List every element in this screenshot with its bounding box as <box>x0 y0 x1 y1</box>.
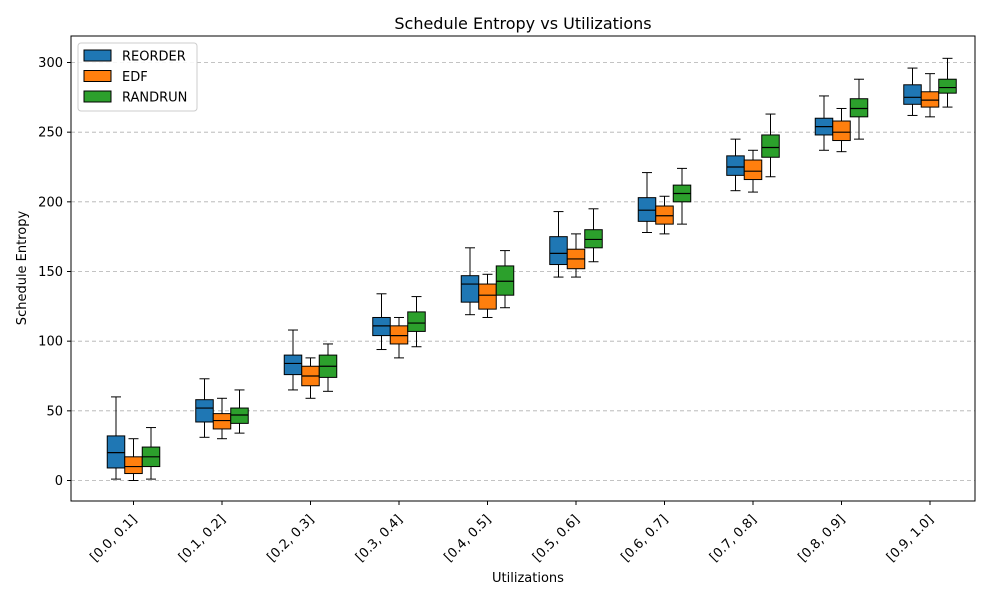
box-iqr <box>212 413 232 430</box>
legend-swatch-randrun <box>83 90 112 103</box>
box-edf <box>655 195 674 235</box>
box-randrun <box>672 167 692 225</box>
plot-area-frame <box>70 35 976 502</box>
box-iqr <box>195 399 214 423</box>
box-iqr <box>389 325 409 345</box>
box-iqr <box>460 275 480 303</box>
box-iqr <box>903 84 922 105</box>
legend: REORDER EDF RANDRUN <box>77 42 198 112</box>
box-iqr <box>832 120 851 142</box>
box-iqr <box>230 407 249 424</box>
box-reorder <box>283 329 303 391</box>
box-iqr <box>407 311 426 332</box>
box-iqr <box>920 91 940 108</box>
box-iqr <box>106 435 126 469</box>
legend-swatch-reorder <box>83 49 112 62</box>
box-edf <box>566 233 586 278</box>
box-edf <box>832 107 851 153</box>
y-tick-label: 300 <box>38 56 63 71</box>
box-iqr <box>743 159 763 181</box>
box-iqr <box>761 134 780 158</box>
chart-title: Schedule Entropy vs Utilizations <box>394 14 651 33</box>
box-iqr <box>584 229 603 249</box>
box-edf <box>301 357 320 399</box>
box-randrun <box>938 57 957 108</box>
y-tick-label: 250 <box>38 126 63 141</box>
box-reorder <box>726 138 745 192</box>
y-tick-label: 150 <box>38 265 63 280</box>
y-axis-label: Schedule Entropy <box>15 211 30 326</box>
box-edf <box>478 273 497 318</box>
box-randrun <box>407 296 426 348</box>
y-axis: 0 50 100 150 200 250 300 <box>38 56 71 489</box>
box-randrun <box>495 250 515 309</box>
box-randrun <box>584 208 603 263</box>
legend-swatch-edf <box>83 70 112 82</box>
box-iqr <box>124 456 143 475</box>
box-iqr <box>549 236 568 266</box>
box-edf <box>743 149 763 193</box>
box-groups <box>106 57 957 481</box>
box-iqr <box>283 354 303 376</box>
box-reorder <box>106 396 126 480</box>
box-randrun <box>230 389 249 434</box>
box-randrun <box>141 427 161 480</box>
box-iqr <box>478 283 497 310</box>
legend-label-randrun: RANDRUN <box>122 91 187 106</box>
box-iqr <box>655 205 674 225</box>
x-axis-label: Utilizations <box>492 571 564 586</box>
box-edf <box>389 316 409 359</box>
box-iqr <box>495 265 515 296</box>
legend-label-edf: EDF <box>122 70 148 85</box>
box-reorder <box>195 378 214 438</box>
box-edf <box>212 397 232 440</box>
box-randrun <box>849 78 869 140</box>
box-iqr <box>726 155 745 176</box>
y-tick-label: 50 <box>46 404 63 419</box>
box-edf <box>920 73 940 118</box>
box-edf <box>124 438 143 481</box>
box-iqr <box>637 197 657 222</box>
box-randrun <box>761 113 780 178</box>
box-randrun <box>318 343 338 392</box>
y-tick-label: 200 <box>38 195 63 210</box>
y-tick-label: 100 <box>38 335 63 350</box>
legend-label-reorder: REORDER <box>122 50 186 65</box>
box-iqr <box>372 316 391 337</box>
box-reorder <box>903 67 922 116</box>
y-tick-label: 0 <box>55 474 63 489</box>
box-iqr <box>938 78 957 94</box>
box-iqr <box>849 98 869 118</box>
